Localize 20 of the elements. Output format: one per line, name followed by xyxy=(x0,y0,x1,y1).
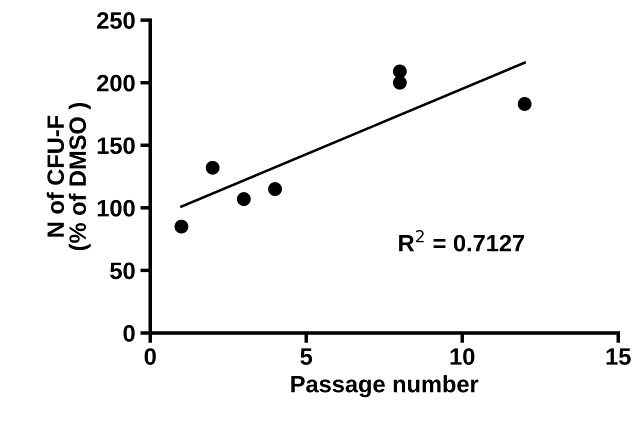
point xyxy=(392,64,407,78)
x-tick-label: 10 xyxy=(450,348,474,365)
point xyxy=(206,160,220,175)
point xyxy=(174,220,188,234)
x-tick-label: 15 xyxy=(606,348,631,365)
point xyxy=(268,182,282,196)
point xyxy=(392,76,407,90)
x-tick-label: 5 xyxy=(300,348,312,365)
point xyxy=(518,97,532,111)
y-tick-label: 150 xyxy=(98,137,135,154)
y-tick-label: 250 xyxy=(97,12,135,29)
y-tick-label: 200 xyxy=(97,74,135,92)
point xyxy=(236,192,251,206)
y-tick-label: 100 xyxy=(98,200,135,217)
y-axis-title: N of CFU-F (% of DMSO ) xyxy=(46,102,91,250)
x-tick-label: 0 xyxy=(144,348,156,365)
annotation: R$^{2}$ = 0.7127 xyxy=(399,230,524,252)
y-tick-label: 50 xyxy=(110,262,135,280)
y-tick-label: 0 xyxy=(123,325,135,342)
x-axis-title: Passage number xyxy=(291,375,478,398)
